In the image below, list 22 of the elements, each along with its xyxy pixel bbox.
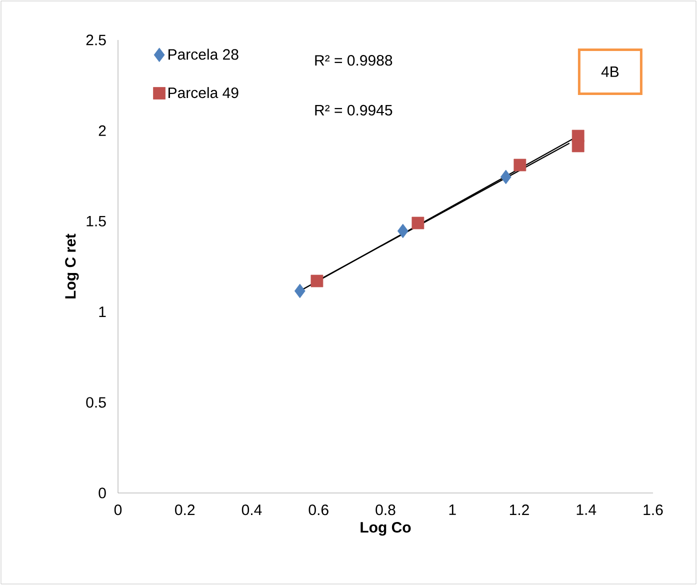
x-tick-label: 0.8 [376,504,396,516]
x-tick-label: 0.2 [175,504,195,516]
x-tick-label: 1 [449,504,456,515]
y-tick-label: 1.5 [86,216,106,226]
y-tick-label: 0.5 [86,397,106,408]
annotation: R² = 0.9945 [315,104,392,116]
x-tick-label: 0 [114,504,122,516]
x-axis-title: Log Co [360,522,411,536]
x-tick-label: 1.6 [644,504,663,516]
legend-label: Parcela 49 [168,87,238,98]
y-tick-label: 2 [98,125,106,136]
y-axis-title: Log C ret [65,234,79,298]
y-tick-label: 0 [98,488,106,498]
x-tick-label: 1.2 [510,504,529,515]
y-tick-label: 1 [99,306,106,317]
legend-label: Parcela 28 [168,48,238,60]
annotation: R² = 0.9988 [315,55,392,66]
x-tick-label: 0.6 [308,504,328,516]
annotation: 4B [601,66,619,77]
x-tick-label: 1.4 [576,504,596,515]
x-tick-label: 0.4 [242,504,262,516]
y-tick-label: 2.5 [86,34,106,46]
